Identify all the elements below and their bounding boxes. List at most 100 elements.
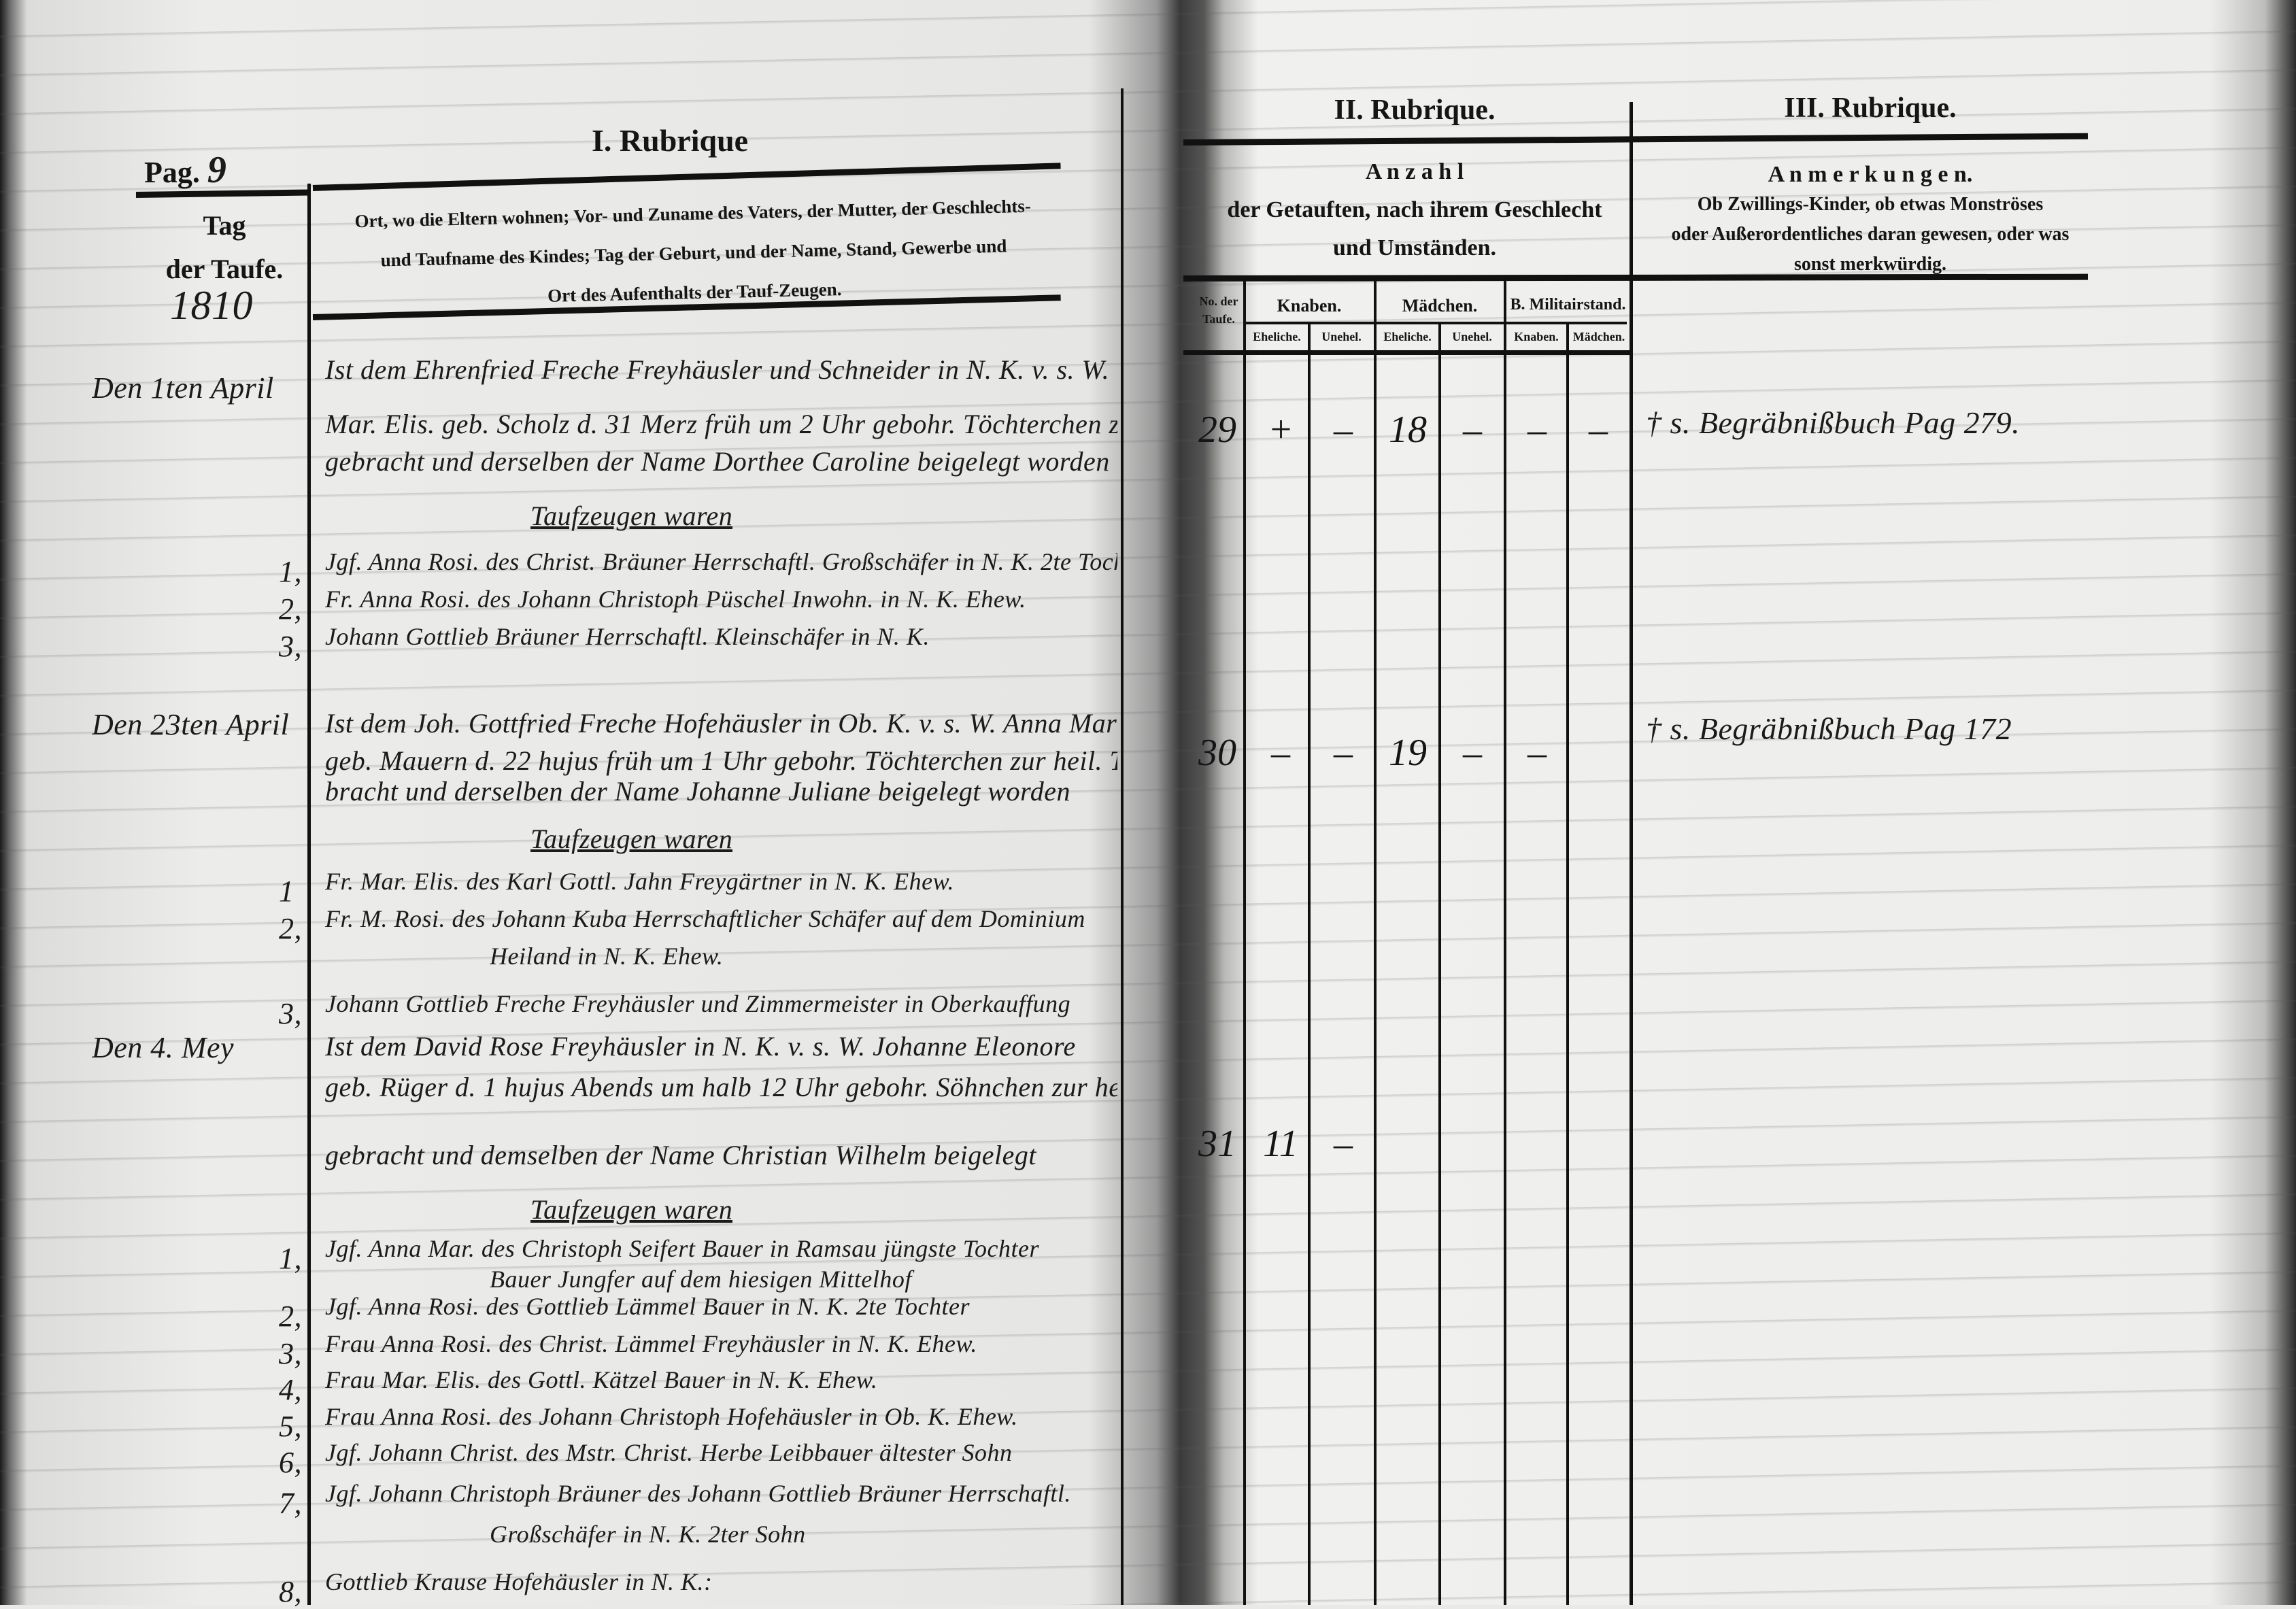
witness-line: Fr. Mar. Elis. des Karl Gottl. Jahn Frey… (325, 868, 954, 895)
entry-text-line: bracht und derselben der Name Johanne Ju… (325, 776, 1070, 807)
witness-number: 1 (279, 875, 294, 908)
column-divider (1121, 88, 1124, 1605)
page-number: 9 (207, 149, 227, 191)
witness-line: Jgf. Anna Rosi. des Christ. Bräuner Herr… (325, 548, 1117, 575)
witness-line: Heiland in N. K. Ehew. (490, 943, 724, 970)
column-divider (307, 184, 311, 1605)
rubric3-description: A n m e r k u n g e n. Ob Zwillings-Kind… (1632, 160, 2108, 280)
description-line: sonst merkwürdig. (1793, 254, 1946, 275)
knaben-ehel-header: Eheliche. (1253, 330, 1301, 343)
witness-heading: Taufzeugen waren (530, 824, 733, 854)
count-no: 30 (1198, 732, 1236, 774)
entry-text-line: Ist dem David Rose Freyhäusler in N. K. … (325, 1031, 1076, 1062)
witness-line: Frau Anna Rosi. des Christ. Lämmel Freyh… (325, 1330, 977, 1357)
rubric2-title: II. Rubrique. (1334, 95, 1496, 126)
witness-number: 5, (279, 1410, 302, 1443)
rule (1246, 322, 1627, 324)
count-knaben-ehel: – (1271, 732, 1290, 774)
count-knaben-ehel: + (1268, 409, 1294, 451)
count-knaben-ehel: 11 (1263, 1123, 1298, 1165)
description-line: oder Außerordentliches daran gewesen, od… (1671, 224, 2070, 245)
column-divider (1566, 324, 1569, 1605)
mil-maedchen-header: Mädchen. (1572, 330, 1625, 343)
witness-line: Frau Mar. Elis. des Gottl. Kätzel Bauer … (325, 1366, 878, 1393)
page-label: Pag. 9 (144, 148, 226, 192)
count-maedchen-unehel: – (1463, 732, 1482, 774)
witness-line: Jgf. Johann Christoph Bräuner des Johann… (325, 1480, 1071, 1507)
witness-heading: Taufzeugen waren (530, 1194, 733, 1225)
column-divider (1308, 324, 1311, 1605)
column-divider (1243, 279, 1246, 1605)
witness-line: Gottlieb Krause Hofehäusler in N. K.: (325, 1568, 713, 1595)
witness-number: 3, (279, 997, 302, 1030)
date-header-line: der Taufe. (165, 254, 284, 284)
description-line: und Umständen. (1333, 235, 1496, 260)
column-divider (1374, 279, 1377, 1605)
count-knaben-unehel: – (1334, 409, 1353, 451)
witness-line: Fr. M. Rosi. des Johann Kuba Herrschaftl… (325, 905, 1085, 932)
witness-line: Fr. Anna Rosi. des Johann Christoph Püsc… (325, 586, 1026, 613)
count-maedchen-ehel: 19 (1389, 732, 1427, 774)
entry-date: Den 4. Mey (92, 1031, 235, 1064)
witness-number: 7, (279, 1487, 302, 1520)
witness-number: 6, (279, 1446, 302, 1479)
description-line: A n m e r k u n g e n. (1768, 162, 1973, 187)
witness-number: 1, (279, 555, 302, 588)
witness-line: Frau Anna Rosi. des Johann Christoph Hof… (325, 1403, 1018, 1430)
witness-line: Johann Gottlieb Freche Freyhäusler und Z… (325, 990, 1071, 1017)
witness-number: 3, (279, 630, 302, 663)
entry-text-line: gebracht und demselben der Name Christia… (325, 1140, 1037, 1170)
count-mil-maedchen: – (1589, 409, 1608, 451)
witness-line: Bauer Jungfer auf dem hiesigen Mittelhof (490, 1266, 912, 1293)
witness-heading: Taufzeugen waren (530, 501, 733, 531)
description-line: der Getauften, nach ihrem Geschlecht (1227, 197, 1602, 222)
remark: † s. Begräbnißbuch Pag 172 (1646, 711, 2012, 746)
witness-line: Großschäfer in N. K. 2ter Sohn (490, 1521, 806, 1548)
page-label-text: Pag. (144, 156, 200, 189)
count-knaben-unehel: – (1334, 732, 1353, 774)
rule (1183, 350, 1632, 355)
maedchen-unehel-header: Unehel. (1452, 330, 1492, 343)
witness-number: 3, (279, 1337, 302, 1370)
entry-text-line: Ist dem Joh. Gottfried Freche Hofehäusle… (325, 708, 1117, 739)
no-header: No. der Taufe. (1199, 294, 1238, 326)
witness-number: 2, (279, 592, 302, 626)
entry-text-line: gebracht und derselben der Name Dorthee … (325, 446, 1110, 477)
column-divider (1504, 279, 1506, 1605)
count-mil-knaben: – (1527, 409, 1547, 451)
witness-number: 4, (279, 1373, 302, 1406)
entry-text-line: geb. Mauern d. 22 hujus früh um 1 Uhr ge… (325, 745, 1117, 776)
witness-number: 2, (279, 912, 302, 945)
count-maedchen-ehel: 18 (1389, 409, 1427, 451)
rubric3-title: III. Rubrique. (1784, 92, 1957, 124)
entry-text-line: Mar. Elis. geb. Scholz d. 31 Merz früh u… (325, 409, 1117, 439)
entry-date: Den 23ten April (92, 708, 290, 741)
knaben-unehel-header: Unehel. (1321, 330, 1362, 343)
description-line: A n z a h l (1365, 159, 1464, 184)
count-mil-knaben: – (1527, 732, 1547, 774)
witness-number: 2, (279, 1300, 302, 1333)
count-knaben-unehel: – (1334, 1123, 1353, 1165)
rubric1-title: I. Rubrique (592, 123, 749, 158)
witness-line: Jgf. Anna Rosi. des Gottlieb Lämmel Baue… (325, 1293, 970, 1320)
witness-number: 8, (279, 1575, 302, 1608)
knaben-header: Knaben. (1277, 296, 1342, 316)
witness-line: Johann Gottlieb Bräuner Herrschaftl. Kle… (325, 623, 930, 650)
count-no: 31 (1198, 1123, 1236, 1165)
maedchen-header: Mädchen. (1402, 296, 1478, 316)
column-divider (1630, 102, 1633, 1605)
maedchen-ehel-header: Eheliche. (1383, 330, 1432, 343)
date-header-line: Tag (203, 210, 246, 241)
rubric2-description: A n z a h l der Getauften, nach ihrem Ge… (1197, 153, 1632, 267)
count-no: 29 (1198, 409, 1236, 451)
mil-knaben-header: Knaben. (1514, 330, 1559, 343)
date-column-header: Tag der Taufe. (150, 204, 299, 291)
entry-text-line: Ist dem Ehrenfried Freche Freyhäusler un… (325, 354, 1110, 385)
column-divider (1438, 324, 1441, 1605)
witness-number: 1, (279, 1242, 302, 1275)
description-line: Ob Zwillings-Kinder, ob etwas Monströses (1697, 194, 2044, 215)
remark: † s. Begräbnißbuch Pag 279. (1646, 405, 2021, 440)
entry-text-line: geb. Rüger d. 1 hujus Abends um halb 12 … (325, 1072, 1117, 1102)
count-maedchen-unehel: – (1463, 409, 1482, 451)
